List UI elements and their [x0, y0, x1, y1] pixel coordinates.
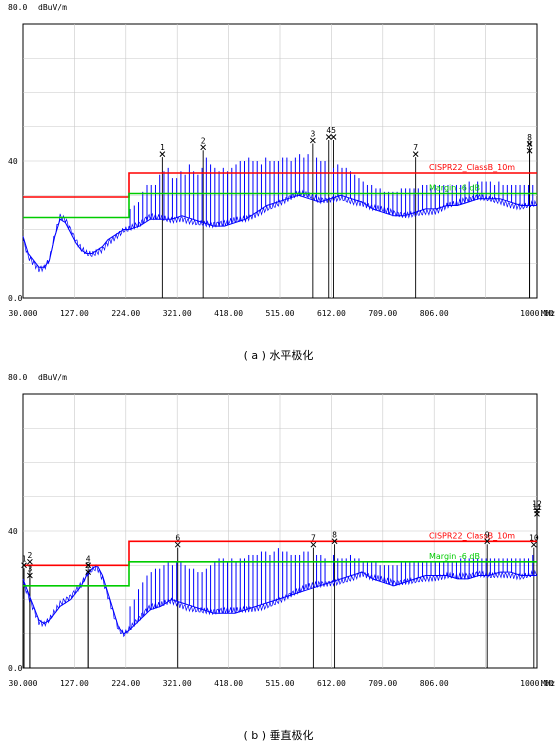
marker-label: 7: [413, 143, 418, 152]
marker-label: 5: [86, 561, 91, 570]
x-tick-label: 418.00: [214, 309, 243, 318]
y-tick-label: 0.0: [8, 294, 23, 303]
marker-9: [526, 147, 533, 154]
x-tick-label: 321.00: [163, 679, 192, 688]
x-tick-label: 1000.00: [520, 309, 554, 318]
spectrum-noise: [22, 563, 538, 638]
limit-label: CISPR22_ClassB_10m: [429, 163, 515, 172]
marker-label: 10: [529, 534, 539, 543]
chart-horizontal-polarization: CISPR22_ClassB_10m Margin -6 dB 1 2 3 4 5 7 89 80…: [8, 3, 556, 318]
x-tick-label: 127.00: [60, 679, 89, 688]
marker-6: [174, 541, 181, 548]
x-tick-label: 709.00: [368, 679, 397, 688]
marker-7: [412, 151, 419, 158]
x-tick-label: 127.00: [60, 309, 89, 318]
marker-label: 6: [175, 534, 180, 543]
marker-label: 8: [332, 530, 337, 539]
marker-label: 3: [310, 129, 315, 138]
x-tick-label: 418.00: [214, 679, 243, 688]
marker-label: 11: [532, 503, 542, 512]
marker-label: 8: [527, 133, 532, 142]
marker-1: [21, 562, 27, 569]
marker-label: 1: [22, 554, 27, 563]
x-axis-unit: MHz: [541, 309, 556, 318]
x-tick-label: 321.00: [163, 309, 192, 318]
marker-12: [534, 507, 540, 514]
marker-label: 5: [331, 126, 336, 135]
marker-9: [484, 538, 491, 545]
marker-label: 12: [532, 499, 542, 508]
marker-label: 2: [27, 551, 32, 560]
y-tick-label: 80.0: [8, 373, 27, 382]
marker-label: 4: [326, 126, 331, 135]
limit-line-margin: [23, 192, 537, 219]
marker-label: 9: [485, 530, 490, 539]
spectrum-noise: [22, 189, 538, 273]
y-tick-label: 80.0: [8, 3, 27, 12]
x-tick-label: 30.000: [9, 309, 38, 318]
x-tick-label: 612.00: [317, 309, 346, 318]
x-tick-label: 30.000: [9, 679, 38, 688]
x-tick-label: 709.00: [368, 309, 397, 318]
marker-1: [159, 151, 166, 158]
x-tick-label: 612.00: [317, 679, 346, 688]
marker-3: [310, 137, 316, 144]
caption-horizontal: ( a ) 水平极化: [243, 349, 314, 362]
chart-panel-horizontal: CISPR22_ClassB_10m Margin -6 dB 1 2 3 4 5 7 8 9 80…: [0, 0, 557, 340]
y-tick-label: 0.0: [8, 664, 23, 673]
limit-line-margin: [23, 561, 537, 587]
spectrum-trace: [22, 564, 537, 635]
limit-label: CISPR22_ClassB_10m: [429, 531, 515, 540]
limit-label: Margin -6 dB: [429, 184, 480, 193]
marker-10: [530, 541, 537, 548]
y-tick-label: 40: [8, 527, 18, 536]
x-tick-label: 806.00: [420, 309, 449, 318]
y-axis-unit: dBuV/m: [38, 3, 67, 12]
marker-4: [85, 562, 92, 569]
marker-5: [330, 134, 337, 140]
chart-panel-vertical: CISPR22_ClassB_10m Margin -6 dB 1 2 3 4 5 6 7 8 9 1…: [0, 370, 557, 710]
x-tick-label: 1000.00: [520, 679, 554, 688]
marker-label: 7: [311, 534, 316, 543]
x-tick-label: 806.00: [420, 679, 449, 688]
marker-label: 4: [86, 554, 91, 563]
marker-3: [27, 572, 33, 579]
marker-label: 9: [527, 140, 532, 149]
x-tick-label: 224.00: [111, 679, 140, 688]
marker-7: [310, 541, 317, 548]
y-tick-label: 40: [8, 157, 18, 166]
limit-line-cispr22: [23, 172, 537, 198]
marker-label: 2: [201, 136, 206, 145]
limit-label: Margin -6 dB: [429, 552, 480, 561]
marker-label: 1: [160, 143, 165, 152]
x-tick-label: 224.00: [111, 309, 140, 318]
chart-vertical-polarization: CISPR22_ClassB_10m Margin -6 dB 1 2 3 45 6 7 8 9 1…: [8, 373, 556, 688]
marker-2: [200, 144, 207, 151]
x-axis-unit: MHz: [541, 679, 556, 688]
marker-8: [526, 141, 533, 147]
x-tick-label: 515.00: [266, 679, 295, 688]
marker-2: [27, 558, 33, 565]
caption-vertical: ( b ) 垂直极化: [243, 729, 314, 742]
marker-8: [331, 538, 338, 545]
marker-4: [325, 134, 332, 140]
marker-label: 3: [27, 565, 32, 574]
limit-line-cispr22: [23, 540, 537, 567]
marker-5: [85, 569, 92, 575]
x-tick-label: 515.00: [266, 309, 295, 318]
y-axis-unit: dBuV/m: [38, 373, 67, 382]
